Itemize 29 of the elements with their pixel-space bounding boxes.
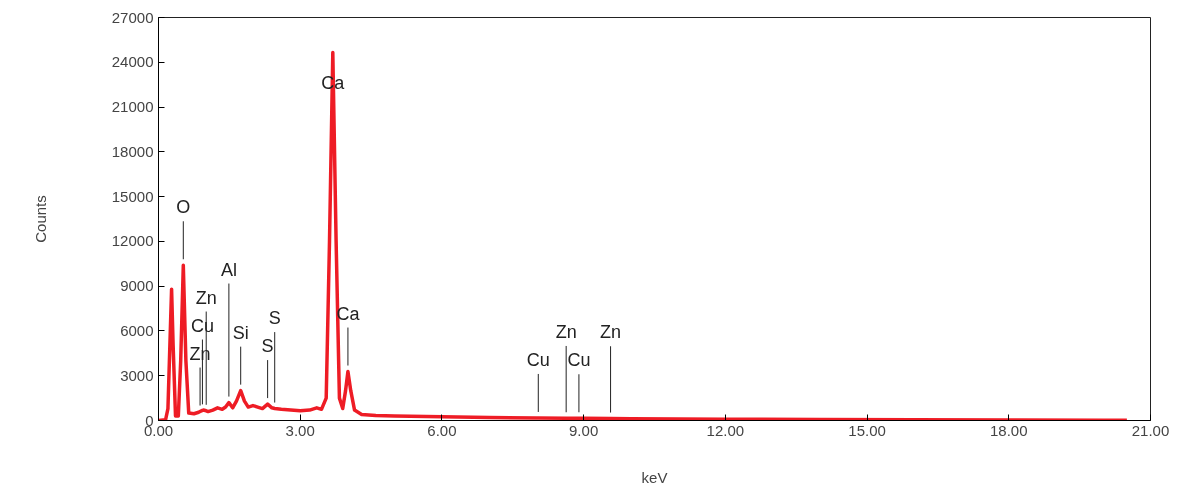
- y-tick-label: 6000: [120, 321, 154, 339]
- x-tick-label: 3.00: [285, 421, 315, 439]
- annotation: S: [261, 336, 274, 357]
- x-tick-label: 12.00: [706, 421, 745, 439]
- y-tick-label: 24000: [111, 53, 154, 71]
- annotation: S: [268, 308, 281, 329]
- annotation: Cu: [567, 350, 591, 371]
- annotation: Si: [232, 322, 249, 343]
- x-tick-label: 9.00: [569, 421, 599, 439]
- line-series: [158, 50, 1129, 421]
- annotation: O: [176, 197, 191, 218]
- y-tick-label: 12000: [111, 232, 154, 250]
- y-axis-title: Counts: [31, 195, 49, 243]
- y-tick-label: 3000: [120, 366, 154, 384]
- y-tick-label: 21000: [111, 98, 154, 116]
- x-tick-label: 21.00: [1131, 421, 1170, 439]
- x-tick-label: 18.00: [990, 421, 1028, 439]
- y-tick-label: 15000: [111, 187, 154, 205]
- x-axis-title: keV: [641, 468, 668, 486]
- y-tick-label: 27000: [111, 8, 154, 26]
- x-tick-label: 6.00: [427, 421, 457, 439]
- annotation: Cu: [526, 349, 550, 370]
- y-tick-label: 9000: [120, 277, 154, 295]
- x-tick-label: 15.00: [848, 421, 886, 439]
- y-tick-label: 18000: [111, 142, 154, 160]
- annotation: Zn: [555, 321, 577, 342]
- annotation: Zn: [600, 322, 622, 343]
- annotation: Zn: [195, 287, 217, 308]
- annotation: Al: [220, 259, 237, 280]
